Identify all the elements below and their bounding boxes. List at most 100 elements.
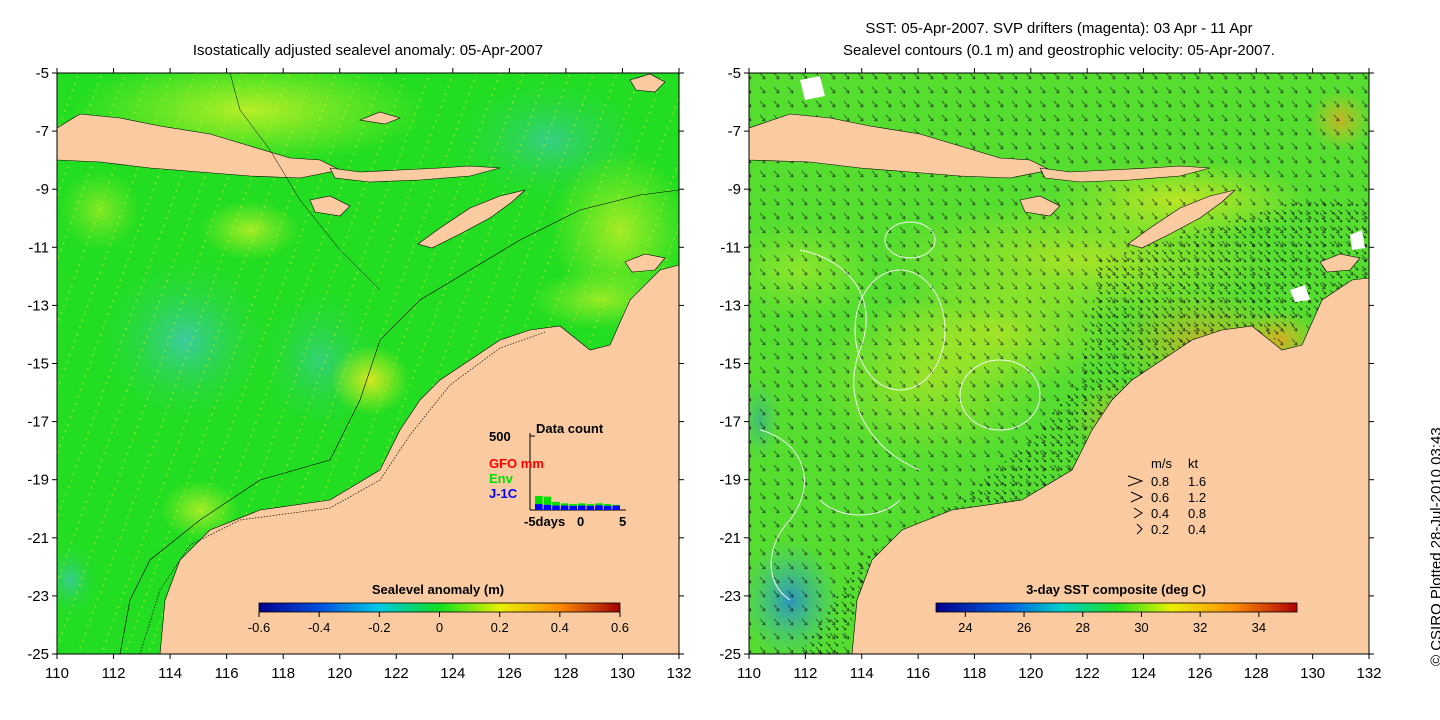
sst-colorbar-label: 3-day SST composite (deg C)	[1026, 582, 1206, 597]
sla-colorbar-tick: -0.6	[248, 620, 270, 635]
sst-colorbar-tick: 26	[1017, 620, 1031, 635]
velocity-legend-kt: 1.2	[1188, 490, 1206, 505]
right-map: -5 -7 -9 -11 -13 -15 -17 -19 -21 -23 -25 110 112 114…	[719, 65, 1381, 682]
sla-colorbar-label: Sealevel anomaly (m)	[372, 582, 504, 597]
right-map-ytick: -15	[719, 356, 741, 373]
count-bar-env	[560, 503, 569, 506]
sla-colorbar-tick: -0.2	[368, 620, 390, 635]
velocity-legend: m/s kt 0.8 1.60.6 1.20.4 0.80.2 0.4	[1127, 456, 1206, 537]
left-map-xtick: 128	[553, 665, 578, 682]
sst-colorbar-tick: 24	[958, 620, 972, 635]
left-map-ytick: -5	[36, 65, 49, 82]
data-count-ymax: 500	[489, 429, 511, 444]
legend-j1c: J-1C	[489, 486, 518, 501]
left-map-xtick: 114	[158, 665, 182, 682]
right-map-xtick: 122	[1075, 665, 1100, 682]
sla-colorbar: Sealevel anomaly (m) -0.6 -0.4 -0.2 0 0.2 0.4…	[248, 582, 629, 635]
count-bar-j1c	[560, 505, 569, 510]
left-map-xtick: 112	[102, 665, 126, 682]
right-map-xtick: 130	[1300, 665, 1325, 682]
left-map-xtick: 120	[327, 665, 352, 682]
sla-colorbar-tick: 0	[436, 620, 443, 635]
count-bar-env	[595, 503, 603, 506]
data-count-inset: Data count 500 GFO mm Env J-1C -5days 0 …	[489, 421, 626, 529]
velocity-legend-ms: 0.4	[1151, 506, 1169, 521]
sla-colorbar-tick: -0.4	[308, 620, 330, 635]
left-map-ytick: -19	[27, 472, 49, 489]
left-map: -5 -7 -9 -11 -13 -15 -17 -19 -21 -23 -25 110 112 114…	[27, 65, 691, 682]
count-bar-env	[569, 504, 577, 506]
velocity-arrow-icon	[1127, 475, 1144, 487]
left-map-xtick: 110	[45, 665, 69, 682]
left-map-ytick: -21	[27, 530, 49, 547]
left-map-xtick: 124	[440, 665, 465, 682]
sla-colorbar-tick: 0.2	[491, 620, 509, 635]
count-bar-env	[578, 503, 586, 506]
legend-env: Env	[489, 471, 514, 486]
data-count-xtick-start: -5days	[524, 514, 565, 529]
left-map-xtick: 116	[215, 665, 239, 682]
sst-colorbar-tick: 32	[1193, 620, 1207, 635]
count-bar-j1c	[603, 505, 612, 510]
right-map-xtick: 132	[1356, 665, 1381, 682]
velocity-legend-ms: 0.6	[1151, 490, 1169, 505]
sst-colorbar-tick: 30	[1134, 620, 1148, 635]
right-map-xtick: 126	[1187, 665, 1212, 682]
velocity-legend-kt: 0.4	[1188, 522, 1206, 537]
count-bar-j1c	[543, 504, 552, 510]
count-bar-j1c	[578, 505, 586, 510]
left-map-ytick: -9	[36, 181, 49, 198]
velocity-arrow-icon	[1136, 523, 1143, 535]
right-map-xtick: 114	[850, 665, 874, 682]
left-map-xtick: 132	[666, 665, 691, 682]
count-bar-env	[552, 501, 560, 506]
right-map-xtick: 110	[737, 665, 761, 682]
right-map-xtick: 118	[962, 665, 986, 682]
right-map-xtick: 124	[1131, 665, 1156, 682]
left-map-ytick: -11	[28, 239, 49, 256]
right-panel-title-line2: Sealevel contours (0.1 m) and geostrophi…	[843, 42, 1275, 59]
right-map-ytick: -25	[719, 646, 741, 663]
sla-colorbar-tick: 0.4	[551, 620, 569, 635]
count-bar-j1c	[586, 505, 595, 510]
velocity-arrow-icon	[1133, 507, 1143, 519]
legend-header-ms: m/s	[1151, 456, 1172, 471]
right-map-ytick: -17	[719, 414, 741, 431]
count-bar-j1c	[552, 505, 560, 510]
legend-header-kt: kt	[1188, 456, 1199, 471]
data-count-bars	[535, 495, 620, 510]
sst-colorbar-tick: 28	[1076, 620, 1090, 635]
data-count-xtick-zero: 0	[577, 514, 584, 529]
right-map-ytick: -11	[720, 239, 741, 256]
right-map-xtick: 120	[1018, 665, 1043, 682]
right-panel-title-line1: SST: 05-Apr-2007. SVP drifters (magenta)…	[865, 20, 1253, 37]
count-bar-j1c	[569, 505, 577, 510]
sst-colorbar: 3-day SST composite (deg C) 24 26 28 30 32 34	[935, 582, 1298, 635]
left-map-xtick: 130	[610, 665, 635, 682]
legend-gfo: GFO mm	[489, 456, 544, 471]
sst-colorbar-tick: 34	[1252, 620, 1266, 635]
velocity-legend-kt: 0.8	[1188, 506, 1206, 521]
left-map-xtick: 126	[497, 665, 522, 682]
left-map-ytick: -7	[36, 123, 49, 140]
velocity-legend-kt: 1.6	[1188, 474, 1206, 489]
velocity-legend-ms: 0.8	[1151, 474, 1169, 489]
left-map-xtick: 118	[271, 665, 295, 682]
count-bar-env	[543, 496, 552, 505]
right-map-ytick: -21	[719, 530, 741, 547]
right-map-xtick: 112	[793, 665, 817, 682]
right-map-xtick: 128	[1244, 665, 1269, 682]
right-map-ytick: -13	[719, 297, 741, 314]
right-map-ytick: -7	[728, 123, 741, 140]
right-map-ytick: -9	[728, 181, 741, 198]
left-map-ytick: -25	[27, 646, 49, 663]
left-map-ytick: -15	[27, 356, 49, 373]
left-map-ytick: -13	[27, 297, 49, 314]
velocity-legend-ms: 0.2	[1151, 522, 1169, 537]
sla-colorbar-tick: 0.6	[611, 620, 629, 635]
right-map-ytick: -5	[728, 65, 741, 82]
right-map-ytick: -19	[719, 472, 741, 489]
data-count-xtick-end: 5	[619, 514, 626, 529]
right-map-ytick: -23	[719, 588, 741, 605]
